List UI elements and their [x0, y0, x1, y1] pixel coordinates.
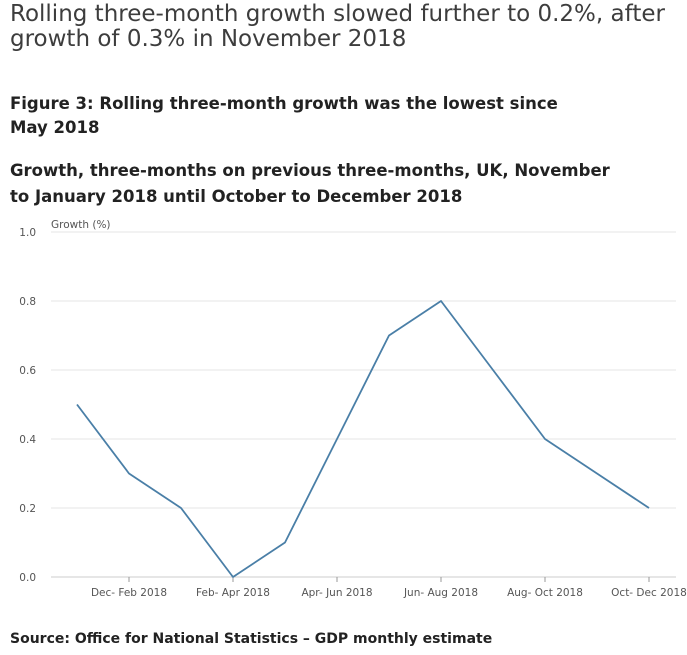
y-axis-label: Growth (%)	[51, 219, 111, 231]
x-tick-label: Jun- Aug 2018	[403, 587, 478, 599]
series-line	[76, 300, 650, 578]
figure-source: Source: Office for National Statistics –…	[10, 631, 493, 647]
y-tick-label: 1.0	[19, 227, 36, 239]
data-point	[492, 369, 494, 371]
y-tick-label: 0.0	[19, 572, 36, 584]
data-point	[336, 438, 338, 440]
figure-subtitle: Growth, three-months on previous three-m…	[10, 161, 610, 206]
data-point	[284, 541, 286, 543]
y-tick-label: 0.4	[19, 434, 36, 446]
y-tick-label: 0.8	[19, 296, 36, 308]
grid-lines	[51, 231, 676, 578]
data-point	[440, 300, 442, 302]
data-point	[388, 334, 390, 336]
y-tick-label: 0.2	[19, 503, 36, 515]
data-point	[544, 438, 546, 440]
x-tick-label: Feb- Apr 2018	[196, 587, 270, 599]
data-point	[596, 472, 598, 474]
x-tick-label: Dec- Feb 2018	[91, 587, 167, 599]
series-layer	[76, 300, 650, 578]
data-point	[648, 507, 650, 509]
x-tick-label: Oct- Dec 2018	[611, 587, 687, 599]
y-tick-label: 0.6	[19, 365, 36, 377]
x-tick-label: Aug- Oct 2018	[507, 587, 583, 599]
x-tick-label: Apr- Jun 2018	[301, 587, 372, 599]
data-point	[232, 576, 234, 578]
page-headline: Rolling three-month growth slowed furthe…	[10, 1, 665, 52]
data-point	[76, 403, 78, 405]
axes: 0.0 0.2 0.4 0.6 0.8 1.0 Growth (%) Dec- Feb 201…	[19, 219, 687, 599]
data-point	[180, 507, 182, 509]
data-point	[128, 472, 130, 474]
figure-title: Figure 3: Rolling three-month growth was…	[10, 94, 558, 137]
